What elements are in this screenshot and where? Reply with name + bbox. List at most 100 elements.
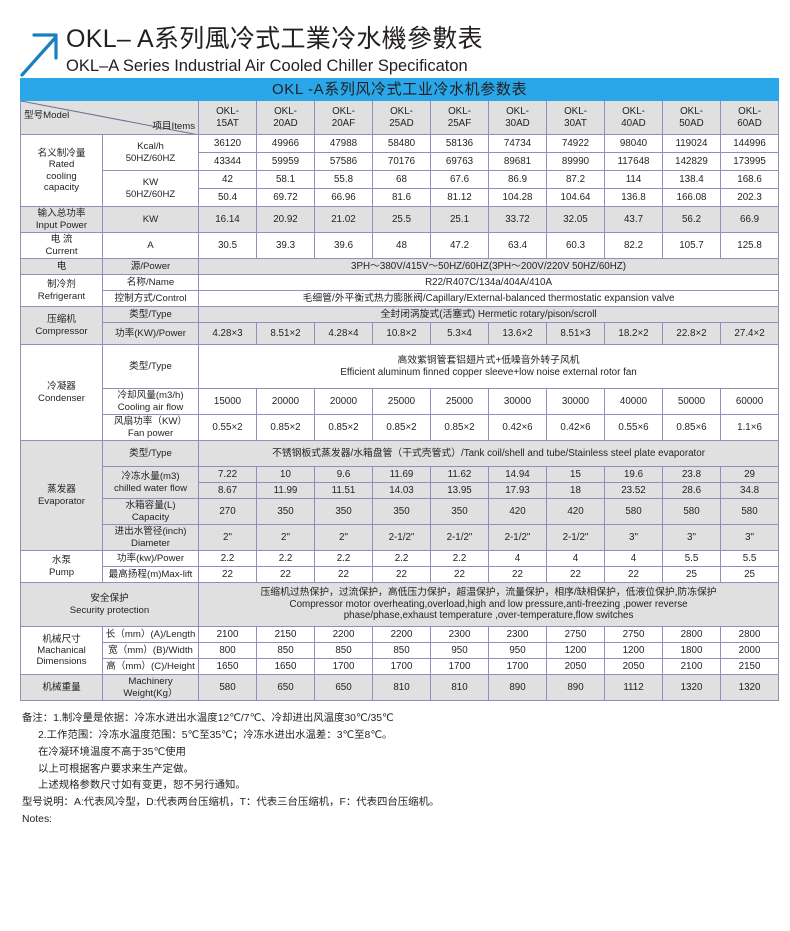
cell-length-1: 2150: [256, 626, 315, 643]
cell-airflow-7: 40000: [604, 388, 663, 415]
item-label-pump-lift: 最高扬程(m)Max-lift: [102, 566, 199, 583]
cell-airflow-4: 25000: [430, 388, 489, 415]
cell-kw50-8: 138.4: [662, 170, 721, 189]
cell-flow60-5: 17.93: [488, 482, 547, 499]
cell-airflow-2: 20000: [314, 388, 373, 415]
item-label-compressor-power: 功率(KW)/Power: [102, 322, 199, 345]
cell-comp-power-3: 10.8×2: [372, 322, 431, 345]
cell-capacity-8: 580: [662, 498, 721, 525]
cell-kw60-2: 66.96: [314, 188, 373, 207]
table-row-length: 机械尺寸 Machanical Dimensions 长（mm）(A)/Leng…: [20, 626, 780, 675]
table-row-kcal60: 43344 59959 57586 70176 69763 89681 8999…: [21, 152, 780, 171]
cell-kw60-1: 69.72: [256, 188, 315, 207]
cell-capacity-3: 350: [372, 498, 431, 525]
cell-pump-lift-7: 22: [604, 566, 663, 583]
cell-kcal60-8: 142829: [662, 152, 721, 171]
cell-flow60-0: 8.67: [198, 482, 257, 499]
cell-kw50-2: 55.8: [314, 170, 373, 189]
cell-kw60-5: 104.28: [488, 188, 547, 207]
item-label-condenser-fan: 风扇功率（KW） Fan power: [102, 414, 199, 441]
cell-weight-1: 650: [256, 674, 315, 701]
cell-length-9: 2800: [719, 626, 780, 643]
table-row-compressor-type: 压缩机 Compressor 类型/Type 全封闭涡旋式(活塞式) Hermet…: [20, 306, 780, 345]
cell-flow50-3: 11.69: [372, 466, 431, 483]
diagonal-arrow-icon: [20, 33, 58, 77]
cell-fan-2: 0.85×2: [314, 414, 373, 441]
cell-diameter-7: 3": [604, 524, 663, 551]
cell-kcal50-2: 47988: [314, 134, 373, 153]
cell-airflow-6: 30000: [546, 388, 605, 415]
item-label-refrigerant-control: 控制方式/Control: [102, 290, 199, 307]
cell-length-5: 2300: [488, 626, 547, 643]
cell-pump-lift-2: 22: [314, 566, 373, 583]
cell-height-8: 2100: [662, 658, 721, 675]
cell-width-8: 1800: [662, 642, 721, 659]
page-title-cn: OKL– A系列風冷式工業冷水機參數表: [66, 25, 483, 53]
cell-weight-4: 810: [430, 674, 489, 701]
cell-capacity-9: 580: [719, 498, 780, 525]
cell-kcal60-1: 59959: [256, 152, 315, 171]
cell-current-3: 48: [372, 232, 431, 259]
cell-weight-8: 1320: [662, 674, 721, 701]
cell-inputpower-4: 25.1: [430, 206, 489, 233]
table-row-refrigerant-control: 控制方式/Control 毛细管/外平衡式热力膨胀阀/Capillary/Ext…: [21, 290, 780, 307]
title-block: OKL– A系列風冷式工業冷水機參數表 OKL–A Series Industr…: [66, 26, 483, 77]
cell-flow60-6: 18: [546, 482, 605, 499]
cell-height-9: 2150: [719, 658, 780, 675]
item-label-kcal: Kcal/h 50HZ/60HZ: [102, 134, 199, 171]
cell-length-3: 2200: [372, 626, 431, 643]
cell-kcal50-5: 74734: [488, 134, 547, 153]
cell-current-9: 125.8: [719, 232, 780, 259]
table-row-weight: 机械重量 Machinery Weight(Kg） 580 650 650 810…: [20, 674, 780, 701]
cell-pump-power-8: 5.5: [662, 550, 721, 567]
cell-inputpower-1: 20.92: [256, 206, 315, 233]
table-banner-row: OKL -A系列风冷式工业冷水机参数表: [19, 78, 780, 101]
cell-kcal50-1: 49966: [256, 134, 315, 153]
cell-kcal60-7: 117648: [604, 152, 663, 171]
cell-comp-power-0: 4.28×3: [198, 322, 257, 345]
cell-height-7: 2050: [604, 658, 663, 675]
row-label-rated-cooling: 名义制冷量 Rated cooling capacity: [20, 134, 103, 207]
cell-flow50-6: 15: [546, 466, 605, 483]
cell-pump-power-3: 2.2: [372, 550, 431, 567]
page-title-en: OKL–A Series Industrial Air Cooled Chill…: [66, 57, 468, 75]
item-label-pump-power: 功率(kw)/Power: [102, 550, 199, 567]
item-label-weight: Machinery Weight(Kg）: [102, 674, 199, 701]
cell-kw50-5: 86.9: [488, 170, 547, 189]
model-col-2: OKL- 20AF: [314, 100, 373, 135]
specification-table: OKL -A系列风冷式工业冷水机参数表 型号Model 项目Items OKL-…: [19, 78, 780, 701]
cell-pump-power-5: 4: [488, 550, 547, 567]
cell-weight-0: 580: [198, 674, 257, 701]
cell-kcal60-0: 43344: [198, 152, 257, 171]
cell-pump-lift-9: 25: [719, 566, 780, 583]
cell-condenser-type: 高效紫铜管套铝翅片式+低噪音外转子风机 Efficient aluminum fi…: [197, 344, 780, 389]
note-line-3: 在冷凝环境温度不高于35℃使用: [38, 746, 186, 758]
note-line-7: Notes:: [22, 814, 53, 826]
row-label-dimensions: 机械尺寸 Machanical Dimensions: [20, 626, 103, 675]
row-label-power-supply: 电: [20, 258, 103, 275]
row-label-current: 电 流 Current: [20, 232, 103, 259]
table-row-pump-power: 水泵 Pump 功率(kw)/Power 2.2 2.2 2.2 2.2 2.2 …: [20, 550, 780, 583]
item-label-height: 高（mm）(C)/Height: [102, 658, 199, 675]
cell-width-9: 2000: [719, 642, 780, 659]
table-row-chilled-flow-50: 冷冻水量(m3) chilled water flow 7.22 10 9.6 1…: [21, 466, 780, 499]
row-label-condenser: 冷凝器 Condenser: [20, 344, 103, 441]
cell-fan-5: 0.42×6: [488, 414, 547, 441]
cell-airflow-8: 50000: [662, 388, 721, 415]
cell-flow60-7: 23.52: [604, 482, 663, 499]
item-label-condenser-airflow: 冷却风量(m3/h) Cooling air flow: [102, 388, 199, 415]
table-row-condenser-fan: 风扇功率（KW） Fan power 0.55×2 0.85×2 0.85×2 0…: [21, 414, 780, 441]
item-label-length: 长（mm）(A)/Length: [102, 626, 199, 643]
cell-diameter-0: 2": [198, 524, 257, 551]
cell-diameter-6: 2-1/2": [546, 524, 605, 551]
row-label-weight: 机械重量: [20, 674, 103, 701]
cell-kw60-3: 81.6: [372, 188, 431, 207]
note-line-4: 以上可根据客户要求来生产定做。: [38, 763, 194, 775]
cell-width-1: 850: [256, 642, 315, 659]
cell-capacity-1: 350: [256, 498, 315, 525]
cell-diameter-3: 2-1/2": [372, 524, 431, 551]
cell-diameter-5: 2-1/2": [488, 524, 547, 551]
cell-width-3: 850: [372, 642, 431, 659]
table-row-security: 安全保护 Security protection 压缩机过热保护，过流保护，高低压…: [20, 582, 780, 627]
item-label-compressor-type: 类型/Type: [102, 306, 199, 323]
